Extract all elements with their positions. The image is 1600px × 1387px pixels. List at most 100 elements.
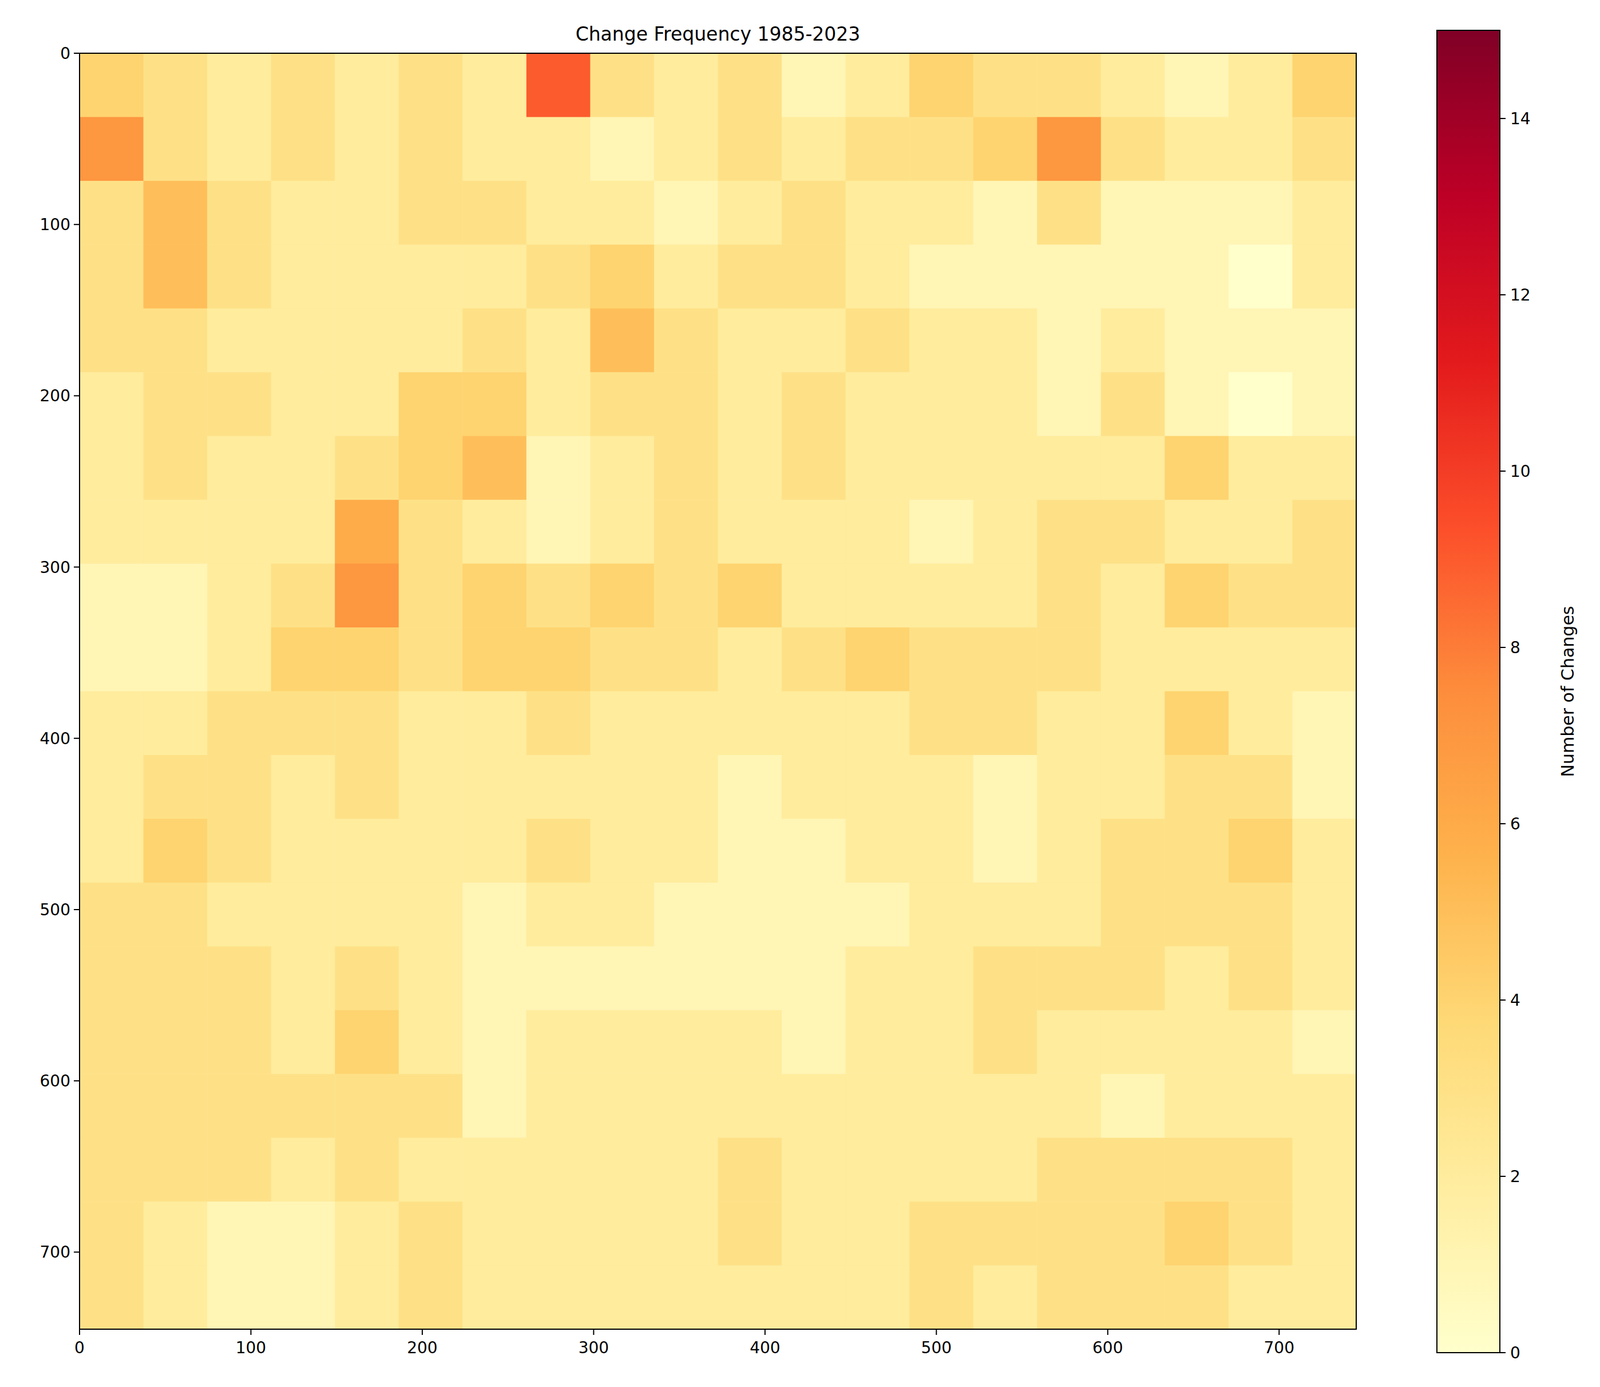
heat-cell — [845, 1201, 910, 1266]
heat-cell — [1164, 180, 1229, 245]
heat-cell — [1101, 1201, 1166, 1266]
heat-cell — [1292, 754, 1357, 819]
heat-cell — [334, 627, 399, 692]
heat-cell — [1228, 1073, 1293, 1138]
heat-cell — [271, 1010, 336, 1075]
heat-cell — [1101, 818, 1166, 883]
heat-cell — [462, 244, 527, 309]
x-tick-label: 0 — [74, 1337, 85, 1357]
heat-cell — [654, 244, 719, 309]
heat-cell — [654, 754, 719, 819]
heat-cell — [654, 1201, 719, 1266]
heat-cell — [462, 371, 527, 437]
heat-cell — [781, 436, 846, 501]
heat-cell — [398, 180, 463, 245]
heat-cell — [1292, 116, 1357, 181]
heat-cell — [845, 754, 910, 819]
heat-cell — [1164, 499, 1229, 564]
heat-cell — [334, 882, 399, 947]
heat-cell — [589, 1265, 655, 1329]
heat-cell — [718, 371, 783, 437]
heat-cell — [589, 1201, 655, 1266]
heat-cell — [271, 436, 336, 501]
heat-cell — [845, 1265, 910, 1329]
heat-cell — [271, 882, 336, 947]
colorbar-tick — [1499, 117, 1506, 120]
heat-cell — [909, 499, 974, 564]
heat-cell — [1036, 116, 1102, 181]
heat-cell — [79, 945, 144, 1011]
colorbar-tick-label: 4 — [1510, 990, 1521, 1010]
heat-cell — [1292, 691, 1357, 756]
heat-cell — [526, 1010, 591, 1075]
heat-cell — [79, 308, 144, 373]
heat-cell — [973, 754, 1038, 819]
heat-cell — [1228, 818, 1293, 883]
heat-cell — [398, 1073, 463, 1138]
heat-cell — [1164, 1201, 1229, 1266]
heat-cell — [1164, 754, 1229, 819]
heat-cell — [1101, 627, 1166, 692]
heat-cell — [718, 116, 783, 181]
heat-cell — [143, 180, 208, 245]
heat-cell — [589, 371, 655, 437]
colorbar-tick-label: 10 — [1510, 461, 1531, 481]
heat-cell — [909, 436, 974, 501]
heat-cell — [1228, 1201, 1293, 1266]
heat-cell — [398, 53, 463, 118]
heat-cell — [1036, 563, 1102, 628]
heat-cell — [718, 308, 783, 373]
heat-cell — [845, 1137, 910, 1202]
heat-cell — [845, 1010, 910, 1075]
colorbar-label: Number of Changes — [1557, 606, 1578, 778]
title: Change Frequency 1985-2023 — [575, 22, 861, 46]
heat-cell — [526, 53, 591, 118]
heat-cell — [589, 627, 655, 692]
heat-cell — [781, 1010, 846, 1075]
x-tick — [250, 1328, 252, 1335]
heat-cell — [271, 371, 336, 437]
heat-cell — [589, 818, 655, 883]
heat-cell — [1164, 627, 1229, 692]
heat-cell — [654, 627, 719, 692]
heat-cell — [462, 436, 527, 501]
heat-cell — [398, 945, 463, 1011]
heat-cell — [271, 53, 336, 118]
heat-cell — [718, 244, 783, 309]
heat-cell — [207, 244, 272, 309]
heat-cell — [1164, 436, 1229, 501]
heat-cell — [207, 627, 272, 692]
heat-cell — [462, 691, 527, 756]
heat-cell — [654, 563, 719, 628]
heat-cell — [781, 1265, 846, 1329]
heat-cell — [526, 308, 591, 373]
heat-cell — [1101, 308, 1166, 373]
heat-cell — [718, 1265, 783, 1329]
heat-cell — [718, 882, 783, 947]
heat-cell — [271, 691, 336, 756]
heat-cell — [334, 945, 399, 1011]
heat-cell — [909, 1073, 974, 1138]
heat-cell — [654, 1073, 719, 1138]
colorbar-tick — [1499, 822, 1506, 825]
heat-cell — [654, 691, 719, 756]
heat-cell — [526, 754, 591, 819]
heat-cell — [654, 308, 719, 373]
heat-cell — [334, 818, 399, 883]
heat-cell — [973, 818, 1038, 883]
heat-cell — [973, 436, 1038, 501]
heat-cell — [845, 563, 910, 628]
heat-cell — [973, 244, 1038, 309]
heat-cell — [79, 1073, 144, 1138]
heat-cell — [845, 180, 910, 245]
heat-cell — [79, 1201, 144, 1266]
heat-cell — [1292, 1073, 1357, 1138]
heat-cell — [462, 1137, 527, 1202]
heat-cell — [845, 436, 910, 501]
heat-cell — [909, 691, 974, 756]
heat-cell — [1228, 945, 1293, 1011]
x-tick-label: 600 — [1092, 1337, 1123, 1357]
heat-cell — [781, 1201, 846, 1266]
heat-cell — [1164, 882, 1229, 947]
heat-cell — [271, 627, 336, 692]
